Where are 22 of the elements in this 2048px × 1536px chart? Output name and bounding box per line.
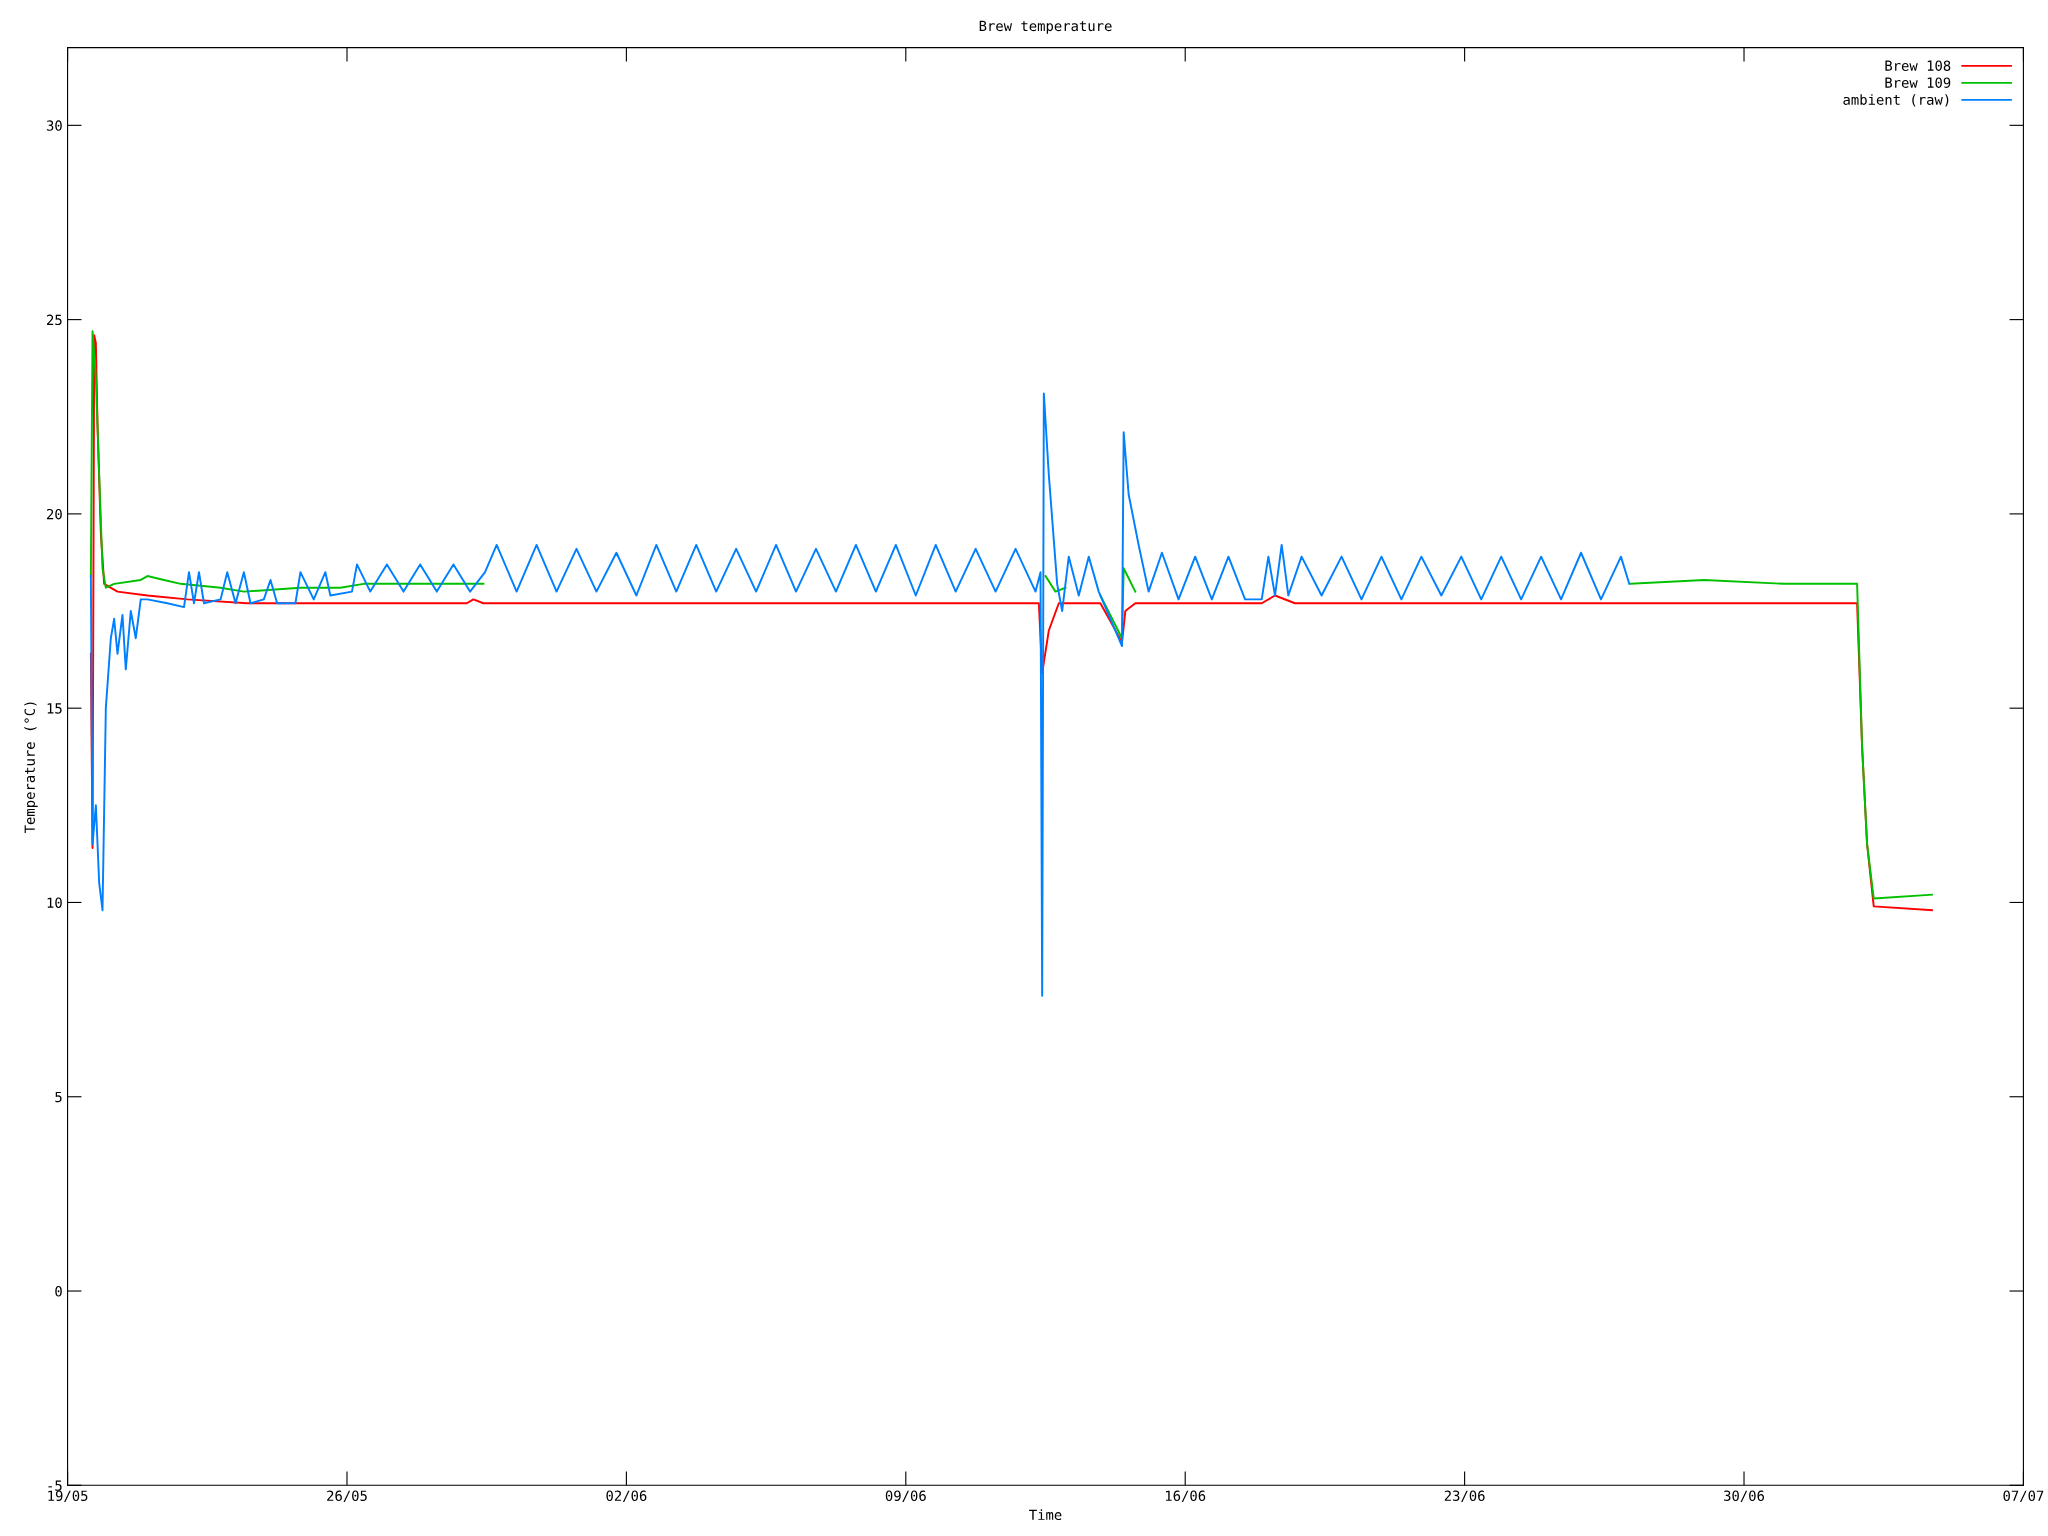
y-tick-label: 10 [47,897,62,908]
y-tick-label: 0 [55,1286,62,1297]
x-axis-title: Time [1029,1509,1062,1521]
y-tick-label: 5 [55,1091,62,1103]
y-tick-label: 20 [47,508,62,520]
x-tick-label: 26/05 [327,1490,367,1503]
x-tick-label: 23/06 [1444,1490,1485,1503]
legend-label: Brew 108 [1885,60,1951,71]
x-tick-label: 07/07 [2003,1490,2044,1503]
x-tick-label: 19/05 [48,1490,88,1503]
x-tick-label: 16/06 [1165,1490,1206,1503]
y-tick-label: -5 [48,1480,62,1491]
x-tick-label: 02/06 [606,1490,647,1503]
chart-title: Brew temperature [979,20,1112,34]
x-tick-label: 09/06 [885,1490,926,1503]
x-tick-label: 30/06 [1724,1490,1765,1503]
y-axis-title: Temperature (°C) [24,702,38,834]
y-tick-label: 30 [46,120,62,131]
legend-label: ambient (raw) [1843,94,1949,107]
y-tick-label: 15 [47,703,62,714]
legend-label: Brew 109 [1885,77,1951,88]
y-tick-label: 25 [47,314,62,326]
